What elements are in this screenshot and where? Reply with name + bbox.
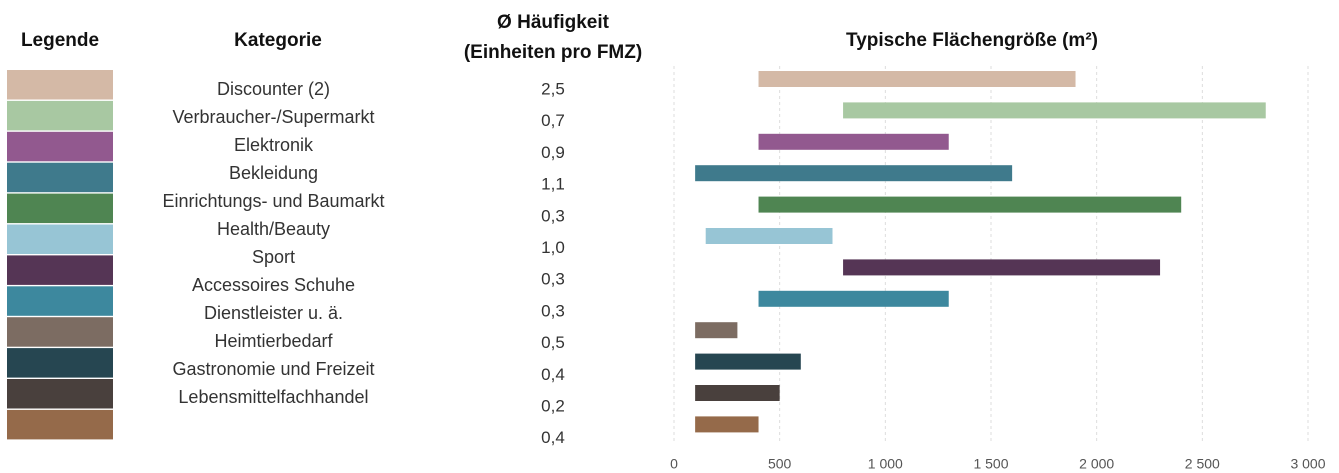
frequency-label: 0,4: [541, 365, 565, 384]
x-tick-label: 2 500: [1185, 456, 1220, 472]
legend-swatch: [7, 193, 113, 224]
frequency-label: 0,9: [541, 143, 565, 162]
category-label: Gastronomie und Freizeit: [172, 359, 375, 379]
category-label: Dienstleister u. ä.: [203, 303, 344, 323]
legend-swatch: [7, 348, 113, 378]
category-label: Accessoires Schuhe: [191, 275, 356, 295]
frequency-label: 1,1: [541, 175, 565, 194]
category-label: Lebensmittelfachhandel: [178, 387, 369, 407]
bar: [695, 165, 1013, 182]
legend-header: Legende: [20, 30, 100, 51]
frequency-header-line: (Einheiten pro FMZ): [463, 42, 643, 63]
x-tick-label: 0: [670, 456, 678, 472]
frequency-label: 0,5: [541, 333, 565, 352]
legend-swatch: [7, 70, 113, 100]
legend-swatch: [7, 162, 113, 193]
bar: [843, 259, 1161, 276]
frequency-label: 0,3: [541, 301, 565, 320]
bar: [695, 322, 738, 339]
bar: [695, 416, 759, 433]
x-tick-label: 3 000: [1290, 456, 1325, 472]
legend-swatch: [7, 224, 113, 254]
legend-swatch: [7, 409, 113, 440]
x-tick-label: 1 500: [973, 456, 1008, 472]
bar: [758, 196, 1182, 213]
bar: [758, 290, 949, 307]
chart-title: Typische Flächengröße (m²): [846, 30, 1098, 51]
frequency-label: 0,3: [541, 270, 565, 289]
category-label: Verbraucher-/Supermarkt: [172, 107, 375, 127]
bar: [695, 353, 801, 370]
frequency-label: 0,4: [541, 428, 565, 447]
category-label: Sport: [251, 247, 296, 267]
category-label: Health/Beauty: [216, 219, 331, 239]
frequency-header: Ø Häufigkeit (Einheiten pro FMZ): [430, 8, 676, 68]
legend-swatch: [7, 255, 113, 285]
category-label: Bekleidung: [228, 163, 319, 183]
category-header: Kategorie: [234, 30, 322, 51]
legend-swatch: [7, 131, 113, 162]
frequency-label: 0,7: [541, 111, 565, 130]
bar: [758, 133, 949, 150]
x-tick-label: 2 000: [1079, 456, 1114, 472]
legend-swatch: [7, 286, 113, 316]
x-tick-label: 500: [768, 456, 792, 472]
frequency-label: 0,3: [541, 206, 565, 225]
bar: [705, 228, 833, 244]
category-label: Einrichtungs- und Baumarkt: [162, 191, 385, 211]
category-label: Discounter (2): [216, 79, 331, 99]
bar: [695, 385, 780, 401]
frequency-label: 0,2: [541, 396, 565, 415]
legend-swatch: [7, 100, 113, 131]
category-list: Discounter (2) Verbraucher-/Supermarkt Ele…: [146, 75, 401, 411]
bar: [758, 71, 1076, 87]
legend-swatch: [7, 317, 113, 347]
category-label: Elektronik: [233, 135, 314, 155]
bar: [843, 102, 1266, 119]
legend-swatch: [7, 379, 113, 409]
category-label: Heimtierbedarf: [214, 331, 333, 351]
frequency-header-line: Ø Häufigkeit: [497, 12, 609, 33]
frequency-label: 1,0: [541, 238, 565, 257]
x-tick-label: 1 000: [868, 456, 903, 472]
frequency-label: 2,5: [541, 79, 565, 98]
